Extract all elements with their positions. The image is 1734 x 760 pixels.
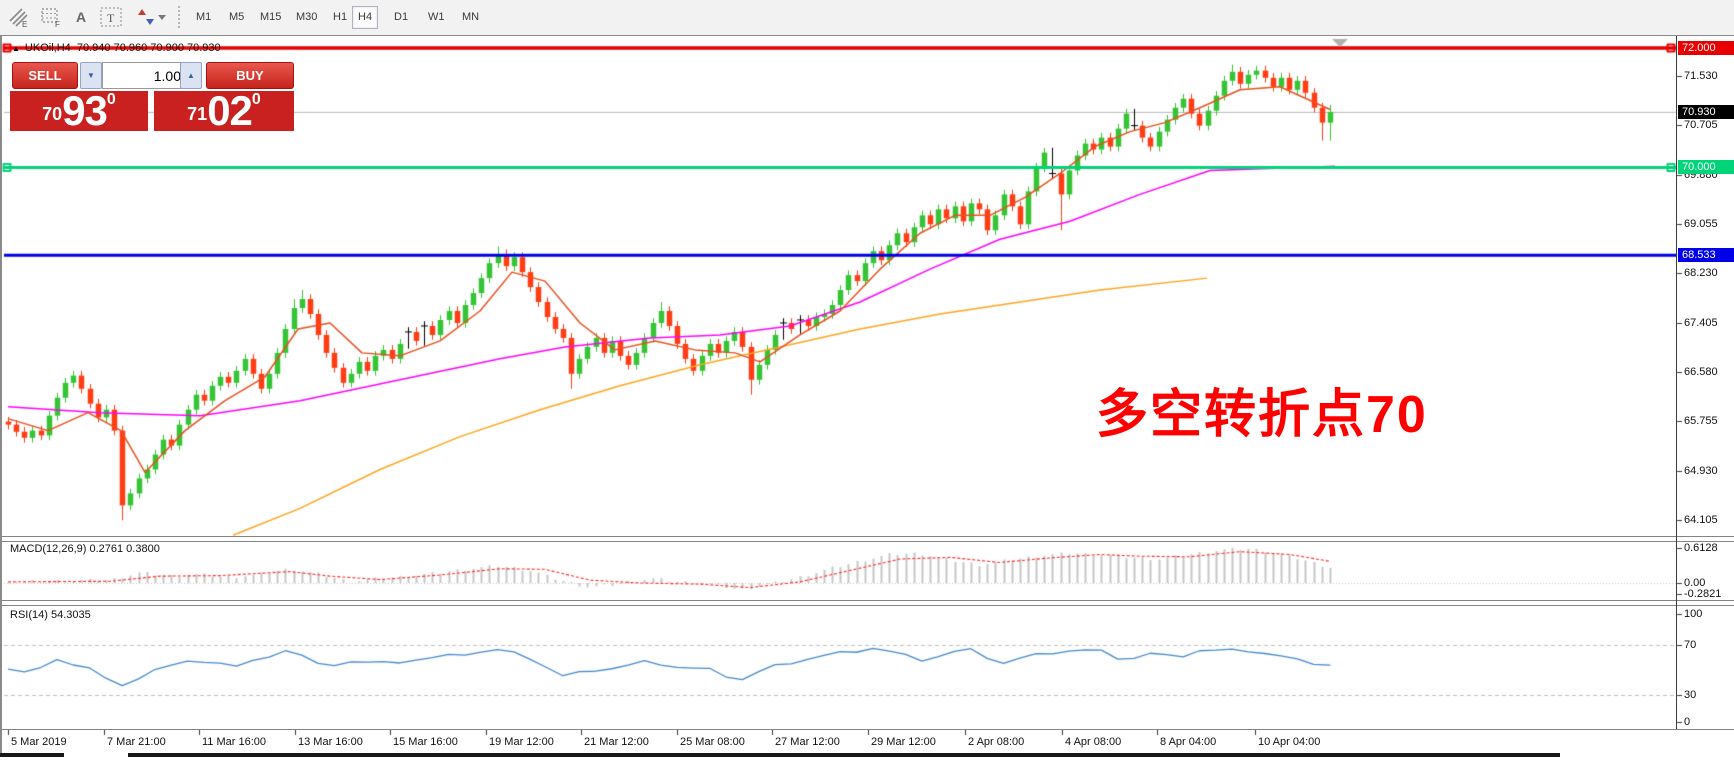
price-tick: 66.580 — [1684, 366, 1718, 378]
price-badge: 70.930 — [1678, 104, 1734, 119]
sell-price-big: 93 — [62, 87, 108, 134]
timeframe-d1[interactable]: D1 — [394, 11, 409, 23]
price-badge: 70.000 — [1678, 160, 1734, 175]
time-axis-label: 29 Mar 12:00 — [871, 736, 936, 748]
time-axis-label: 7 Mar 21:00 — [107, 736, 166, 748]
toolbar-separator — [178, 6, 183, 28]
timeframe-mn[interactable]: MN — [462, 11, 480, 23]
volume-input[interactable] — [102, 62, 190, 89]
macd-scale-label: 0.00 — [1684, 577, 1706, 589]
price-tick: 70.705 — [1684, 119, 1718, 132]
time-axis-label: 27 Mar 12:00 — [775, 736, 840, 748]
sort-arrows-icon[interactable] — [132, 5, 170, 29]
timeframe-m5[interactable]: M5 — [229, 11, 245, 23]
price-tick: 67.405 — [1684, 316, 1718, 329]
chart-title-row: ▲ UKOil,H4 70.940 70.960 70.900 70.930 — [12, 42, 221, 54]
price-tick: 64.930 — [1684, 464, 1718, 477]
textbox-tool-icon[interactable]: T — [98, 5, 124, 29]
rsi-scale-label: 70 — [1684, 639, 1697, 651]
buy-button[interactable]: BUY — [206, 62, 294, 89]
time-axis-label: 21 Mar 12:00 — [584, 736, 649, 748]
time-axis-label: 5 Mar 2019 — [11, 736, 67, 748]
time-axis-label: 2 Apr 08:00 — [968, 736, 1025, 748]
price-badge: 68.533 — [1678, 248, 1734, 263]
rsi-scale-label: 30 — [1684, 689, 1697, 701]
price-badge: 72.000 — [1678, 40, 1734, 55]
buy-price[interactable]: 71 02 0 — [154, 87, 294, 134]
text-label-icon[interactable]: A — [75, 9, 87, 25]
macd-scale-label: 0.6128 — [1684, 542, 1718, 555]
toolbar: E F A T M1 M5 M15 M30 H1 H4 D1 W1 MN — [0, 0, 1734, 35]
toolbar-divider — [0, 35, 1734, 36]
time-axis-label: 13 Mar 16:00 — [298, 736, 363, 748]
volume-increase-button[interactable]: ▲ — [180, 62, 202, 89]
grid-f-icon[interactable]: F — [38, 5, 64, 29]
price-tick: 71.530 — [1684, 70, 1718, 82]
timeframe-m15[interactable]: M15 — [260, 11, 282, 23]
scrollbar-thumb[interactable] — [128, 753, 1560, 757]
time-axis-divider — [0, 729, 1734, 730]
buy-price-big: 02 — [207, 87, 253, 134]
volume-decrease-button[interactable]: ▼ — [80, 62, 102, 89]
sell-button[interactable]: SELL — [12, 62, 78, 89]
price-tick: 64.105 — [1684, 514, 1718, 526]
symbol-marker-icon: ▲ — [12, 44, 20, 53]
time-axis-label: 11 Mar 16:00 — [202, 736, 267, 748]
macd-label: MACD(12,26,9) 0.2761 0.3800 — [10, 543, 160, 555]
svg-text:T: T — [107, 11, 115, 25]
pane-separator-macd[interactable] — [0, 536, 1734, 542]
sell-price-sup: 0 — [106, 91, 116, 108]
macd-scale-label: -0.2821 — [1684, 588, 1722, 600]
sell-price[interactable]: 70 93 0 — [10, 87, 148, 134]
timeframe-m30[interactable]: M30 — [296, 11, 318, 23]
window-left-edge — [0, 35, 2, 755]
chart-ohlc-values: 70.940 70.960 70.900 70.930 — [76, 42, 221, 54]
pane-separator-rsi[interactable] — [0, 600, 1734, 606]
svg-text:F: F — [55, 20, 60, 29]
chart-title: UKOil,H4 — [24, 42, 71, 54]
time-axis-label: 15 Mar 16:00 — [393, 736, 458, 748]
sell-price-small: 70 — [42, 104, 63, 124]
timeframe-m1[interactable]: M1 — [196, 11, 212, 23]
timeframe-h1[interactable]: H1 — [333, 11, 348, 23]
time-axis-label: 4 Apr 08:00 — [1065, 736, 1122, 748]
rsi-scale-label: 0 — [1684, 716, 1691, 728]
time-axis-label: 25 Mar 08:00 — [680, 736, 745, 748]
price-tick: 65.755 — [1684, 415, 1718, 428]
price-tick: 69.055 — [1684, 218, 1718, 230]
rsi-scale-label: 100 — [1684, 608, 1703, 620]
price-axis-border — [1676, 36, 1677, 729]
timeframe-w1[interactable]: W1 — [428, 11, 445, 23]
time-axis-label: 19 Mar 12:00 — [489, 736, 554, 748]
timeframe-h4[interactable]: H4 — [352, 6, 379, 29]
scrollbar-track[interactable] — [0, 753, 64, 757]
buy-price-sup: 0 — [251, 91, 261, 108]
rsi-label: RSI(14) 54.3035 — [10, 609, 91, 621]
time-axis-label: 8 Apr 04:00 — [1160, 736, 1217, 748]
crosshatch-draw-icon[interactable]: E — [4, 5, 32, 29]
svg-text:E: E — [22, 20, 27, 29]
time-axis-label: 10 Apr 04:00 — [1258, 736, 1321, 748]
buy-price-small: 71 — [187, 104, 208, 124]
price-tick: 68.230 — [1684, 267, 1718, 280]
annotation-text[interactable]: 多空转折点70 — [1096, 386, 1428, 444]
